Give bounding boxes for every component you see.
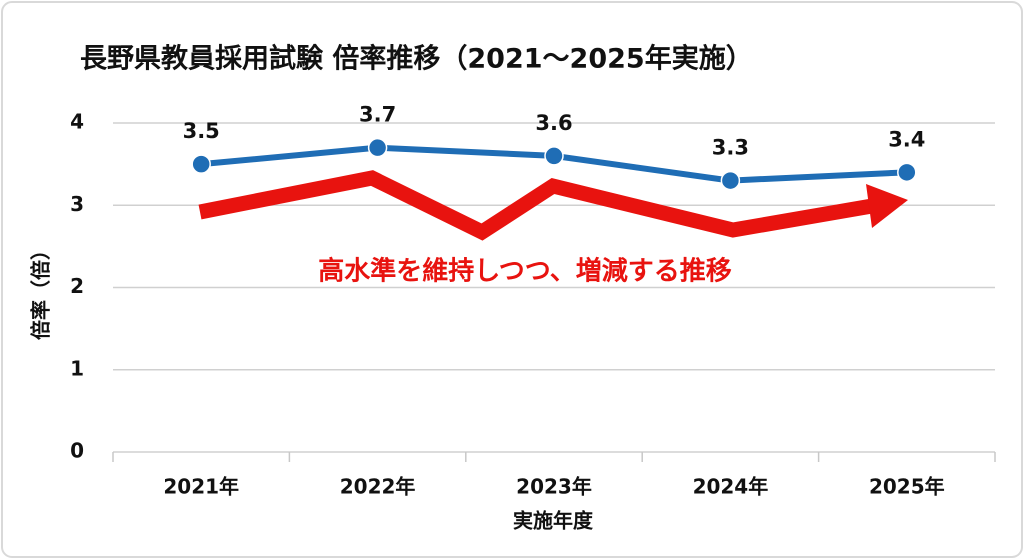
x-axis-label: 実施年度 <box>513 509 594 533</box>
data-label: 3.7 <box>359 103 396 127</box>
trend-arrow <box>198 170 908 241</box>
x-tick-label: 2022年 <box>340 475 416 499</box>
data-label: 3.3 <box>712 136 749 160</box>
y-tick-label: 3 <box>70 192 84 216</box>
y-tick-label: 4 <box>70 110 84 134</box>
data-point <box>191 154 211 174</box>
data-label: 3.4 <box>888 127 925 151</box>
y-tick-label: 1 <box>70 356 84 380</box>
data-label: 3.5 <box>183 119 220 143</box>
data-label: 3.6 <box>535 111 572 135</box>
data-point <box>367 137 388 158</box>
trend-arrow-body <box>198 170 874 241</box>
chart-title: 長野県教員採用試験 倍率推移（2021〜2025年実施） <box>80 43 753 75</box>
y-axis-label: 倍率（倍） <box>29 240 53 340</box>
y-tick-label: 0 <box>70 439 84 463</box>
x-tick-label: 2025年 <box>869 475 945 499</box>
x-tick-label: 2024年 <box>693 475 769 499</box>
x-tick-label: 2021年 <box>163 475 239 499</box>
data-point <box>897 162 917 183</box>
trend-arrow-head <box>866 184 908 228</box>
data-point <box>544 146 564 166</box>
data-point <box>720 170 741 191</box>
y-tick-label: 2 <box>70 274 84 298</box>
x-tick-label: 2023年 <box>516 475 592 499</box>
annotation: 高水準を維持しつつ、増減する推移 <box>318 256 731 287</box>
